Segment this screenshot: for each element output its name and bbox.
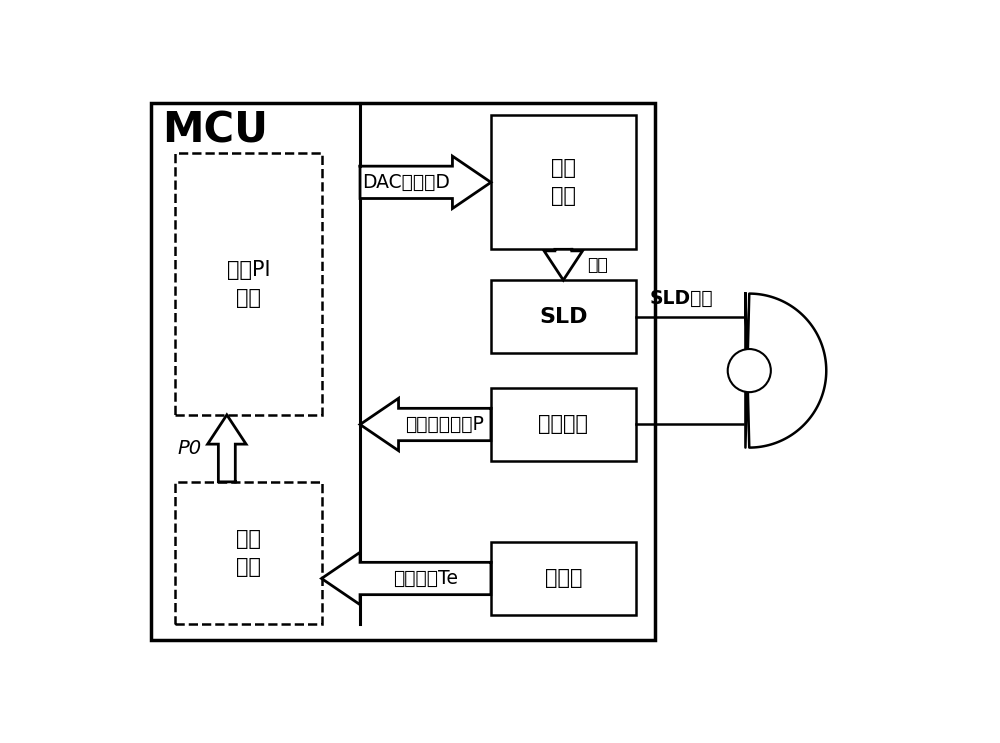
Polygon shape — [360, 156, 491, 209]
Text: 温控: 温控 — [587, 256, 608, 273]
Text: SLD: SLD — [539, 307, 588, 327]
Polygon shape — [360, 398, 491, 451]
Polygon shape — [745, 293, 826, 447]
Bar — [151, 103, 655, 640]
Bar — [491, 388, 636, 461]
Bar — [491, 114, 636, 250]
Bar — [491, 542, 636, 615]
Bar — [491, 280, 636, 353]
Text: DAC数字量D: DAC数字量D — [362, 173, 450, 192]
Text: 光功率计: 光功率计 — [538, 415, 588, 435]
Bar — [175, 482, 322, 624]
Text: 温控
电路: 温控 电路 — [551, 158, 576, 206]
Text: 数字PI
控制: 数字PI 控制 — [227, 260, 270, 308]
Circle shape — [728, 349, 771, 392]
Polygon shape — [208, 415, 246, 482]
Bar — [175, 153, 322, 415]
Polygon shape — [544, 250, 583, 280]
Text: 温度计: 温度计 — [545, 568, 582, 588]
Text: MCU: MCU — [162, 109, 268, 151]
Polygon shape — [322, 552, 491, 605]
Text: 温补
模型: 温补 模型 — [236, 529, 261, 577]
Text: 光功率检测值P: 光功率检测值P — [405, 415, 484, 434]
Text: SLD输出: SLD输出 — [650, 288, 713, 308]
Text: 环境温度Te: 环境温度Te — [393, 569, 458, 588]
Text: P0: P0 — [177, 439, 201, 458]
